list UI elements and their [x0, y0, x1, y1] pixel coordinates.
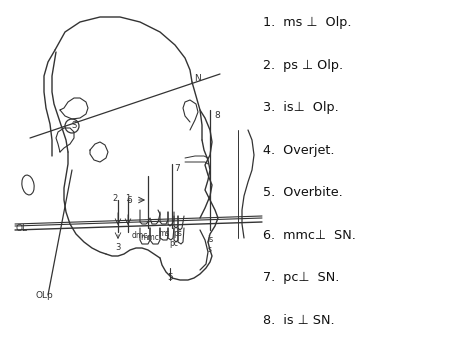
- Text: 8.  is ⊥ SN.: 8. is ⊥ SN.: [263, 314, 335, 327]
- Text: 7.  pc⊥  SN.: 7. pc⊥ SN.: [263, 271, 339, 284]
- Text: 2.  ps ⊥ Olp.: 2. ps ⊥ Olp.: [263, 59, 343, 72]
- Text: dmc: dmc: [132, 231, 148, 240]
- Text: ps: ps: [173, 230, 182, 239]
- Text: OLp: OLp: [35, 291, 53, 300]
- Text: 4.  Overjet.: 4. Overjet.: [263, 144, 335, 157]
- Text: ms: ms: [158, 230, 170, 239]
- Text: 8: 8: [214, 111, 220, 120]
- Text: 5.  Overbite.: 5. Overbite.: [263, 186, 343, 199]
- Text: 7: 7: [174, 163, 180, 172]
- Text: pc: pc: [170, 239, 179, 248]
- Text: 5: 5: [167, 274, 173, 283]
- Text: 1: 1: [126, 194, 131, 202]
- Text: is: is: [207, 235, 213, 244]
- Text: 2: 2: [112, 194, 118, 202]
- Text: S: S: [72, 121, 77, 130]
- Text: N: N: [194, 73, 201, 82]
- Text: 3.  is⊥  Olp.: 3. is⊥ Olp.: [263, 101, 339, 114]
- Text: s: s: [208, 246, 212, 255]
- Text: 6: 6: [126, 195, 132, 204]
- Text: OL: OL: [15, 224, 27, 233]
- Text: mmc: mmc: [141, 234, 159, 243]
- Text: 3: 3: [115, 243, 121, 252]
- Text: 6.  mmc⊥  SN.: 6. mmc⊥ SN.: [263, 229, 356, 242]
- Text: 1.  ms ⊥  Olp.: 1. ms ⊥ Olp.: [263, 16, 352, 29]
